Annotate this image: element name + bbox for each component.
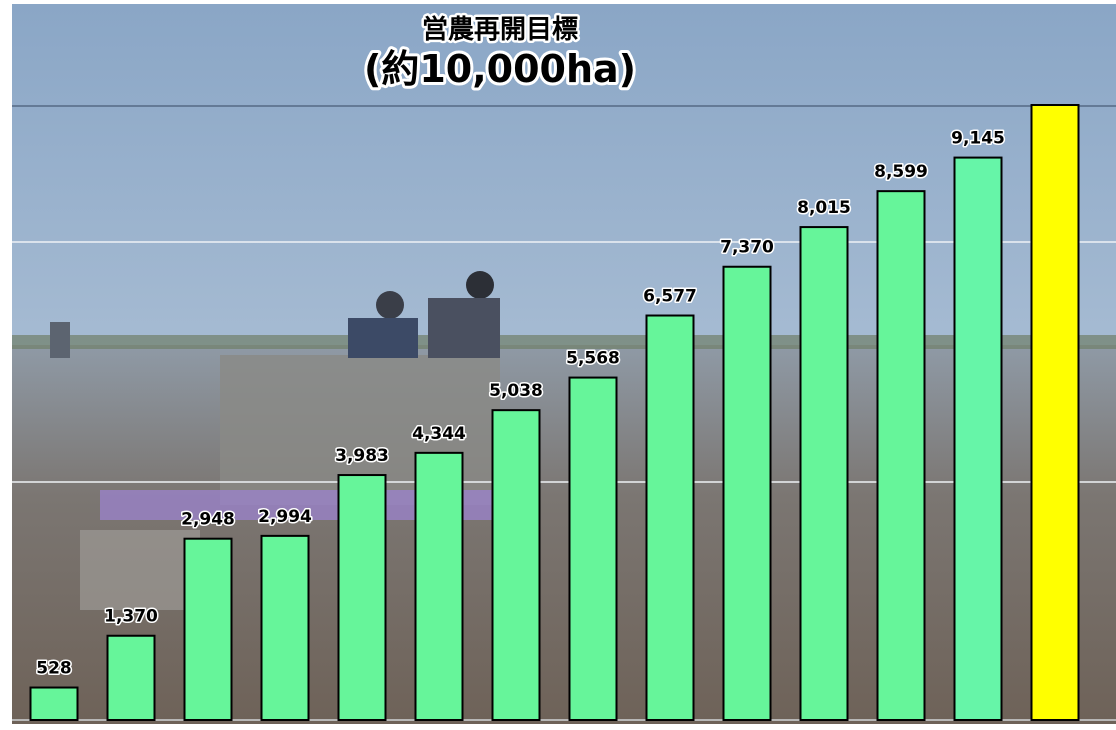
value-label: 5,038 [489, 381, 543, 401]
background-photo [12, 4, 1116, 724]
bar [568, 376, 618, 721]
bar [183, 537, 233, 721]
value-label: 6,577 [643, 287, 697, 307]
bar [29, 686, 79, 722]
bar [799, 226, 849, 721]
bar [491, 409, 541, 721]
value-label: 528 [36, 659, 72, 679]
bar [414, 451, 464, 721]
value-label: 8,599 [874, 162, 928, 182]
bar [337, 474, 387, 721]
value-label: 4,344 [412, 424, 466, 444]
value-label: 7,370 [720, 238, 774, 258]
value-label: 5,568 [566, 349, 620, 369]
value-label: 2,994 [258, 507, 312, 527]
bar [953, 156, 1003, 721]
chart-subtitle: (約10,000ha) [364, 47, 636, 91]
bar [645, 314, 695, 721]
bar [876, 190, 926, 721]
value-label: 1,370 [104, 607, 158, 627]
value-label: 8,015 [797, 198, 851, 218]
bar [722, 265, 772, 721]
decor-lines [12, 105, 1116, 721]
value-label: 9,145 [951, 129, 1005, 149]
bar [260, 534, 310, 722]
bar [1030, 104, 1080, 721]
value-label: 2,948 [181, 510, 235, 530]
value-label: 3,983 [335, 446, 389, 466]
bar [106, 634, 156, 721]
chart-title: 営農再開目標 [422, 15, 578, 45]
